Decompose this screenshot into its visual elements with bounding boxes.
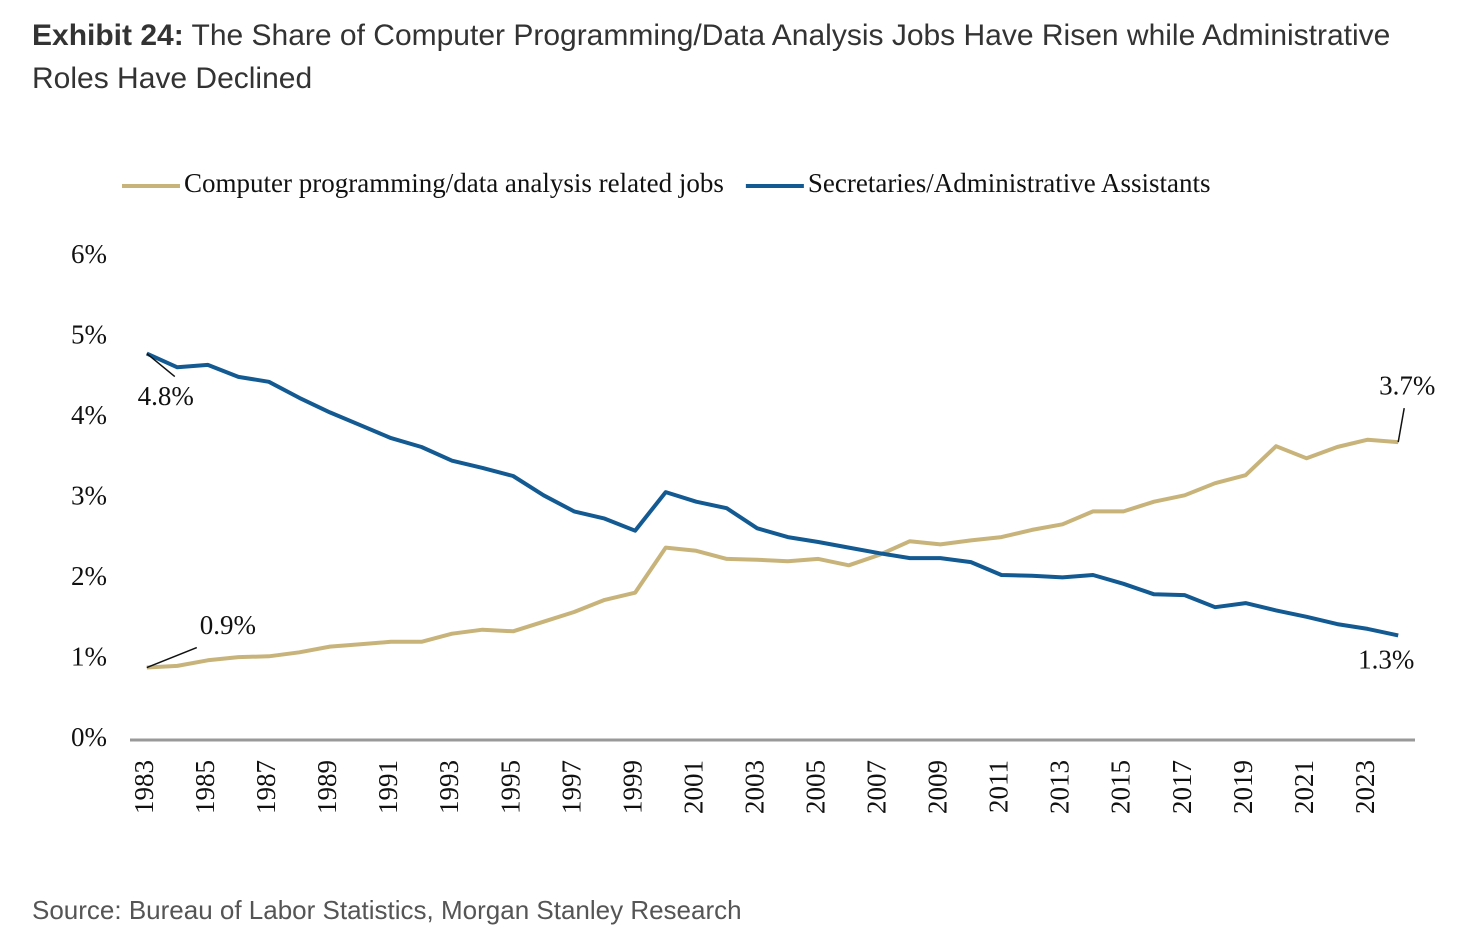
value-label: 4.8% [138,381,194,411]
x-tick-label: 2011 [984,760,1014,813]
x-tick-label: 1987 [251,760,281,814]
y-tick-label: 2% [71,561,107,591]
legend-label: Computer programming/data analysis relat… [184,168,724,198]
x-tick-label: 2001 [678,760,708,814]
value-label: 1.3% [1358,645,1414,675]
y-tick-label: 0% [71,722,107,752]
x-tick-label: 2023 [1350,760,1380,814]
x-tick-label: 2003 [739,760,769,814]
legend-label: Secretaries/Administrative Assistants [808,168,1211,198]
exhibit-label: Exhibit 24: [32,19,184,52]
y-tick-label: 1% [71,642,107,672]
value-label: 0.9% [200,610,256,640]
x-tick-label: 1991 [373,760,403,814]
annotation-leader [146,353,176,378]
source-note: Source: Bureau of Labor Statistics, Morg… [32,895,742,925]
x-tick-label: 1997 [556,760,586,814]
x-tick-label: 2015 [1106,760,1136,814]
value-label: 3.7% [1379,370,1435,400]
y-tick-label: 3% [71,481,107,511]
x-tick-label: 2007 [862,760,892,814]
y-tick-label: 5% [71,320,107,350]
title-block: Exhibit 24: The Share of Computer Progra… [32,14,1412,100]
y-tick-label: 6% [71,239,107,269]
x-tick-label: 1995 [495,760,525,814]
x-tick-label: 1983 [129,760,159,814]
series-line [145,351,1399,638]
x-tick-label: 2005 [800,760,830,814]
x-tick-label: 2009 [923,760,953,814]
x-tick-label: 2013 [1045,760,1075,814]
x-tick-label: 1993 [434,760,464,814]
x-tick-label: 2019 [1228,760,1258,814]
series-line [146,437,1399,670]
chart-title: The Share of Computer Programming/Data A… [32,19,1391,95]
y-tick-label: 4% [71,400,107,430]
x-tick-label: 1999 [617,760,647,814]
x-tick-label: 2017 [1167,760,1197,814]
x-tick-label: 1989 [312,760,342,814]
x-tick-label: 1985 [190,760,220,814]
chart: 0% 1% 2% 3% 4% 5% 6% 1983 1985 1987 1989 1991 1993 19… [71,168,1435,814]
annotation-leader [1397,408,1405,443]
x-tick-label: 2021 [1289,760,1319,814]
annotation-leader [146,646,198,669]
